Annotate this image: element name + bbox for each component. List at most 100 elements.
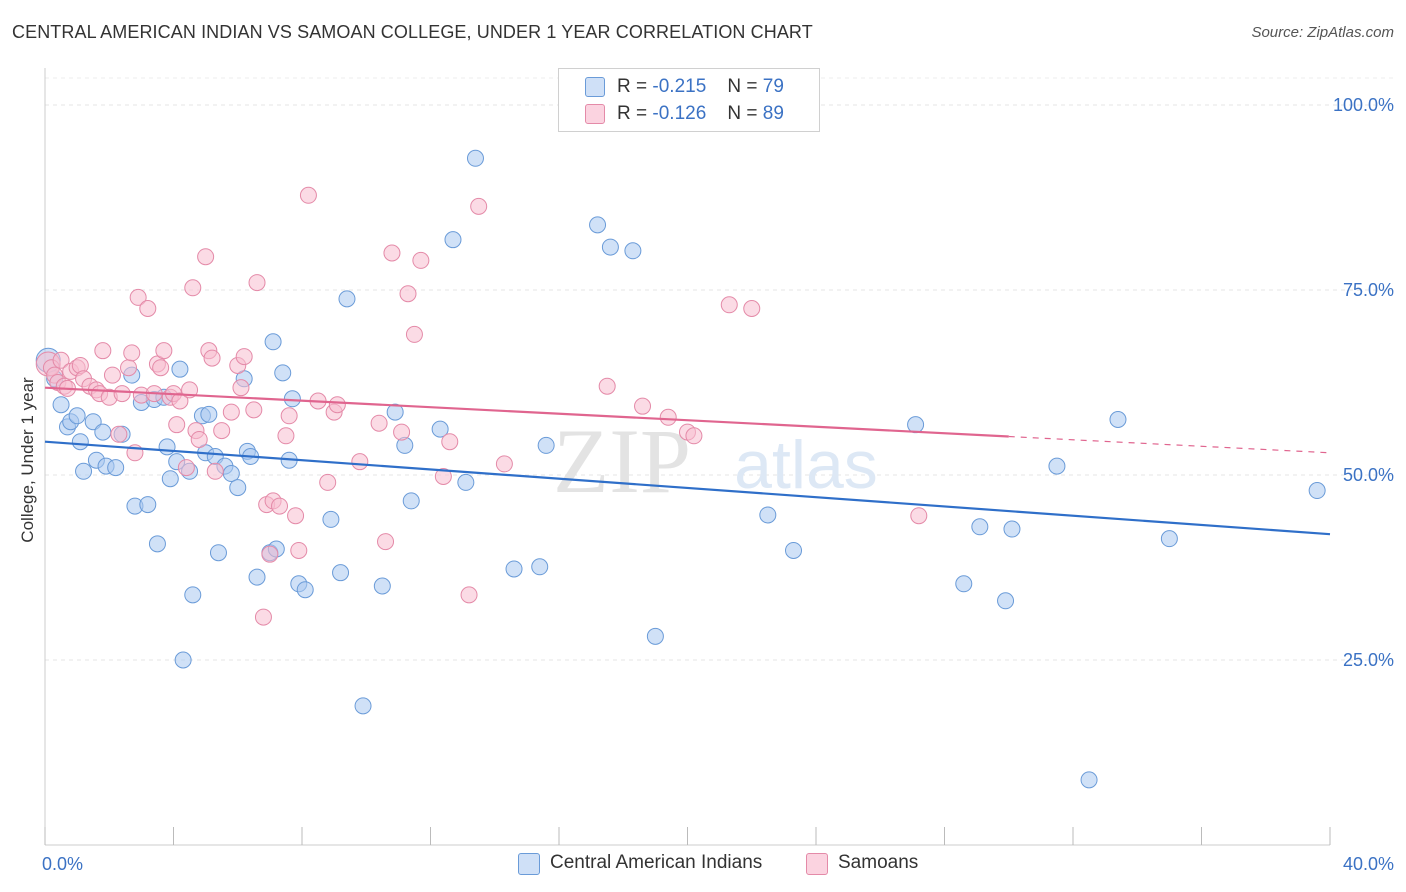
data-point [601,238,619,256]
data-point [139,496,157,514]
data-point [129,288,147,306]
source-label: Source: ZipAtlas.com [1251,24,1394,41]
data-point [470,197,488,215]
data-point [184,279,202,297]
data-point [222,465,240,483]
watermark-atlas: atlas [734,427,878,503]
grid-lines [45,77,1394,661]
legend-n-value: 89 [762,103,784,124]
data-point [386,403,404,421]
data-point [203,349,221,367]
data-point [94,423,112,441]
data-point [177,459,195,477]
data-point [332,564,350,582]
data-point [229,479,247,497]
data-point [171,392,189,410]
data-point [457,473,475,491]
data-point [685,427,703,445]
legend-n-value: 79 [762,76,784,97]
y-tick-label: 25.0% [1343,650,1394,670]
data-point [190,430,208,448]
data-point [171,360,189,378]
data-point [370,414,388,432]
data-point [646,627,664,645]
data-point [290,541,308,559]
x-tick-label-max: 40.0% [1343,854,1394,874]
y-tick-label: 50.0% [1343,465,1394,485]
data-point [444,231,462,249]
data-point [402,492,420,510]
data-point [1003,520,1021,538]
data-point [759,506,777,524]
data-point [299,186,317,204]
data-point [785,541,803,559]
data-point [1308,482,1326,500]
data-point [68,407,86,425]
data-point [1080,771,1098,789]
data-point [460,586,478,604]
bottom-legend-swatch-pink [806,853,828,875]
data-point [659,408,677,426]
data-point [120,359,138,377]
data-point [254,608,272,626]
legend-swatch-blue [585,77,605,97]
bottom-legend-label: Central American Indians [550,852,763,873]
data-point [158,438,176,456]
legend-r-label: R = [617,76,648,97]
data-point [277,427,295,445]
data-point [1048,457,1066,475]
bottom-legend-swatch-blue [518,853,540,875]
data-point [377,533,395,551]
trend-lines [44,386,1331,536]
data-point [328,396,346,414]
data-point [75,462,93,480]
data-point [634,397,652,415]
data-point [261,545,279,563]
data-point [174,651,192,669]
data-point [283,390,301,408]
data-point [245,401,263,419]
data-point [720,296,738,314]
data-point [1109,411,1127,428]
trend-line-extrapolated [1008,435,1331,454]
y-tick-label: 100.0% [1333,95,1394,115]
data-point [103,366,121,384]
data-point [955,575,973,593]
data-point [232,379,250,397]
x-tick-label-min: 0.0% [42,854,83,874]
data-point [399,285,417,303]
data-point [197,248,215,266]
data-point [405,325,423,343]
data-point [213,422,231,440]
data-point [248,568,266,586]
data-point [383,244,401,262]
data-point [52,396,70,414]
axes [44,68,1331,846]
data-point [589,216,607,234]
legend-n-label: N = [727,76,758,97]
data-point [910,507,928,525]
data-point [264,333,282,351]
data-point [373,577,391,595]
data-point [351,453,369,471]
data-point [148,535,166,553]
data-point [907,416,925,434]
data-point [338,290,356,308]
data-point [94,342,112,360]
data-point [393,423,411,441]
data-point [531,558,549,576]
data-point [431,420,449,438]
data-point [441,433,459,451]
data-point [296,581,314,599]
data-point [434,467,452,485]
data-point [161,470,179,488]
watermark-zip: ZIP [553,410,691,512]
data-point [209,544,227,562]
data-point [113,385,131,403]
data-point [274,364,292,382]
data-point [184,586,202,604]
watermark: ZIP atlas [553,410,878,512]
tick-labels: 25.0% 50.0% 75.0% 100.0% 0.0% 40.0% [42,95,1394,874]
data-point [271,497,289,515]
data-point [123,344,141,362]
